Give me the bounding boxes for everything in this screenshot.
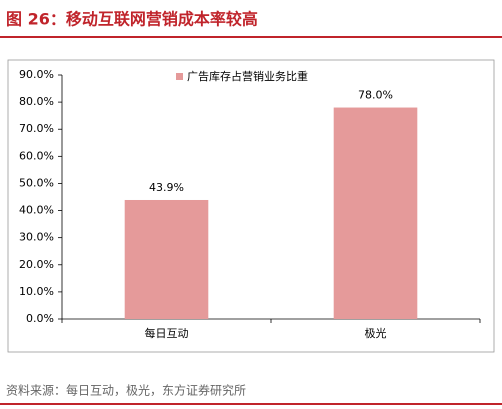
y-tick-label: 0.0% <box>26 312 54 325</box>
chart-title: 图 26：移动互联网营销成本率较高 <box>6 10 258 29</box>
bar <box>333 107 418 320</box>
y-tick-label: 30.0% <box>19 231 54 244</box>
source-note: 资料来源：每日互动，极光，东方证券研究所 <box>6 383 246 398</box>
y-tick-label: 90.0% <box>19 68 54 81</box>
y-tick-label: 50.0% <box>19 176 54 189</box>
y-tick-label: 40.0% <box>19 204 54 217</box>
y-tick-label: 10.0% <box>19 285 54 298</box>
bar <box>124 199 209 319</box>
value-label: 78.0% <box>358 89 393 102</box>
x-tick-label: 每日互动 <box>145 326 189 340</box>
y-tick-label: 60.0% <box>19 149 54 162</box>
y-tick-label: 20.0% <box>19 258 54 271</box>
x-tick-label: 极光 <box>365 326 387 340</box>
y-tick-label: 80.0% <box>19 95 54 108</box>
y-tick-label: 70.0% <box>19 122 54 135</box>
legend-label: 广告库存占营销业务比重 <box>187 69 308 83</box>
chart-frame <box>7 59 495 353</box>
value-label: 43.9% <box>149 181 184 194</box>
legend-swatch <box>176 73 183 80</box>
